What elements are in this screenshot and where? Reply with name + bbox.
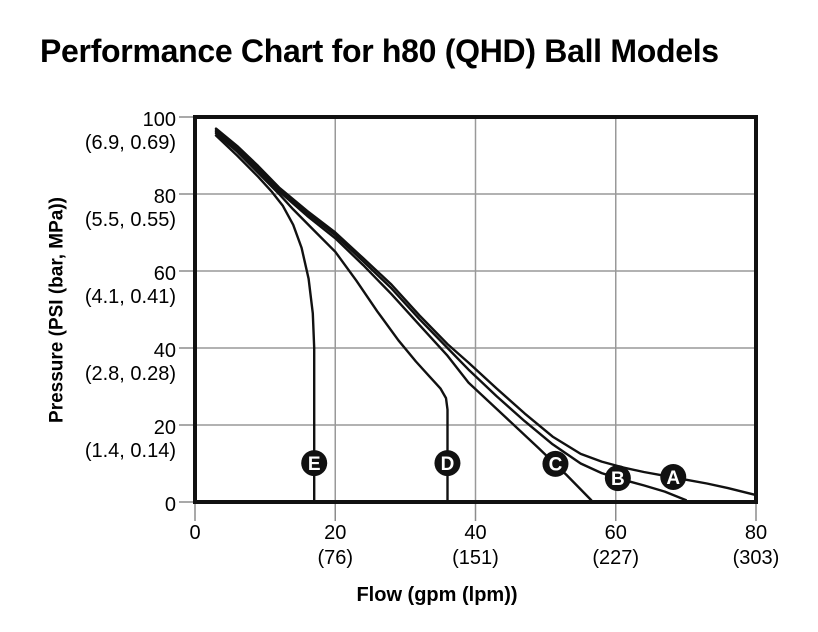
x-tick-sublabel-40: (151) bbox=[452, 547, 499, 569]
curve-A bbox=[214, 127, 758, 497]
marker-B bbox=[604, 465, 631, 492]
x-tick-sublabel-80: (303) bbox=[732, 547, 780, 569]
x-tick-label-20: 20 bbox=[324, 522, 347, 544]
y-tick-sublabel-80: (5.5, 0.55) bbox=[84, 209, 176, 231]
marker-label-C: C bbox=[549, 455, 563, 476]
y-tick-label-40: 40 bbox=[153, 340, 176, 362]
x-axis-title: Flow (gpm (lpm)) bbox=[356, 584, 518, 606]
y-tick-sublabel-20: (1.4, 0.14) bbox=[84, 440, 176, 462]
x-tick-sublabel-60: (227) bbox=[592, 547, 640, 569]
y-axis-title: Pressure (PSI (bar, MPa)) bbox=[46, 197, 68, 423]
curve-D bbox=[214, 132, 449, 504]
x-tick-label-80: 80 bbox=[744, 522, 768, 544]
marker-label-A: A bbox=[666, 468, 680, 489]
x-tick-sublabel-20: (76) bbox=[317, 547, 354, 569]
plot-border bbox=[193, 115, 758, 504]
marker-label-E: E bbox=[308, 454, 321, 475]
chart-title: Performance Chart for h80 (QHD) Ball Mod… bbox=[40, 33, 719, 69]
y-tick-label-20: 20 bbox=[153, 417, 176, 439]
marker-D bbox=[434, 450, 461, 477]
curve-E bbox=[214, 134, 316, 504]
marker-label-D: D bbox=[441, 454, 455, 475]
y-tick-label-0: 0 bbox=[164, 494, 176, 516]
y-tick-sublabel-60: (4.1, 0.41) bbox=[84, 286, 176, 308]
marker-C bbox=[542, 450, 569, 477]
curve-C bbox=[214, 130, 593, 502]
x-tick-label-0: 0 bbox=[189, 522, 201, 544]
y-tick-sublabel-100: (6.9, 0.69) bbox=[84, 132, 176, 154]
y-tick-sublabel-40: (2.8, 0.28) bbox=[84, 363, 176, 385]
marker-A bbox=[660, 463, 687, 490]
y-tick-label-100: 100 bbox=[142, 109, 176, 131]
y-tick-label-60: 60 bbox=[153, 263, 176, 285]
x-tick-label-40: 40 bbox=[464, 522, 487, 544]
marker-E bbox=[301, 450, 328, 477]
x-tick-label-60: 60 bbox=[604, 522, 627, 544]
marker-label-B: B bbox=[611, 469, 625, 490]
y-tick-label-80: 80 bbox=[153, 186, 176, 208]
